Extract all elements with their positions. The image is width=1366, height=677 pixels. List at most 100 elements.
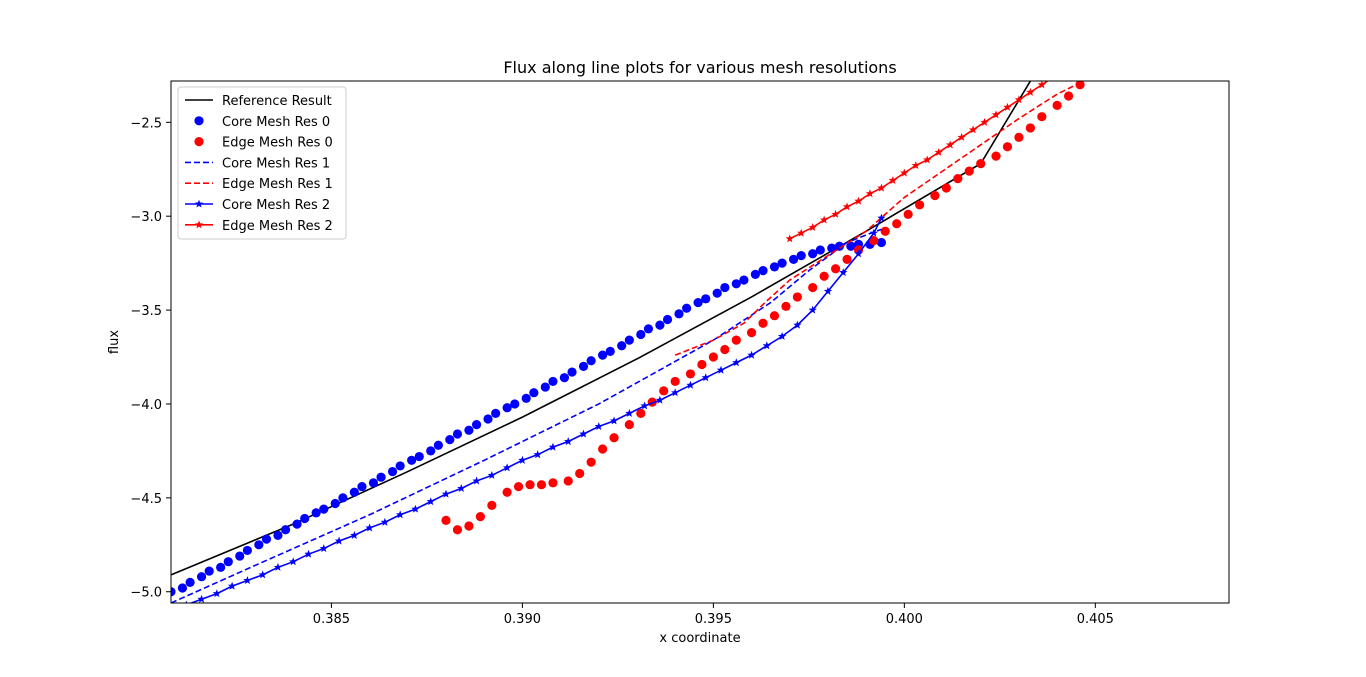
data-point — [808, 305, 817, 314]
data-point — [338, 493, 348, 503]
data-point — [441, 489, 451, 498]
data-point — [957, 132, 966, 141]
data-point — [701, 373, 710, 382]
data-point — [235, 551, 245, 561]
legend-label: Reference Result — [222, 94, 332, 109]
y-tick-label: −4.5 — [130, 492, 162, 507]
data-point — [655, 395, 665, 404]
data-point — [579, 429, 588, 438]
data-point — [533, 450, 542, 459]
data-point — [475, 512, 485, 522]
data-point — [823, 286, 833, 295]
data-point — [1075, 81, 1085, 90]
data-point — [452, 525, 463, 535]
data-point — [414, 451, 424, 462]
data-point — [242, 545, 252, 556]
data-point — [357, 481, 367, 492]
data-point — [594, 422, 603, 431]
data-point — [368, 478, 379, 488]
data-point — [869, 236, 879, 246]
data-point — [598, 444, 608, 454]
data-point — [387, 466, 398, 477]
data-point — [197, 594, 206, 603]
x-axis: 0.385 0.390 0.395 0.400 0.405 — [313, 603, 1114, 627]
data-point — [502, 463, 512, 472]
data-point — [196, 572, 207, 582]
legend-marker — [194, 116, 204, 126]
data-point — [525, 480, 535, 490]
y-tick-label: −2.5 — [130, 116, 162, 131]
data-point — [834, 241, 845, 251]
data-point — [769, 311, 780, 321]
data-point — [273, 530, 283, 541]
data-point — [777, 258, 787, 268]
data-point — [808, 282, 818, 293]
data-point — [567, 367, 577, 377]
x-axis-label: x coordinate — [659, 631, 740, 646]
data-point — [521, 393, 531, 403]
data-point — [548, 442, 558, 451]
data-point — [171, 587, 176, 597]
data-point — [433, 440, 443, 450]
data-point — [624, 420, 634, 430]
data-point — [540, 382, 550, 392]
data-point — [670, 388, 680, 397]
data-point — [502, 403, 512, 413]
data-point — [968, 125, 978, 134]
series-layer — [171, 81, 1086, 603]
series-edge-mesh-res-0 — [441, 81, 1085, 535]
data-point — [682, 303, 692, 313]
data-point — [185, 600, 188, 603]
data-point — [797, 228, 806, 237]
legend-entry: Reference Result — [185, 94, 332, 109]
data-point — [487, 500, 497, 510]
data-point — [575, 468, 585, 479]
data-point — [731, 335, 741, 345]
data-point — [452, 429, 463, 439]
data-point — [578, 361, 589, 372]
legend-label: Edge Mesh Res 0 — [222, 136, 333, 151]
data-point — [334, 536, 344, 545]
data-point — [877, 213, 886, 222]
series-line-core-mesh-res-2 — [189, 217, 883, 603]
data-point — [319, 544, 328, 553]
data-point — [877, 183, 886, 192]
data-point — [888, 176, 898, 185]
data-point — [686, 380, 695, 389]
data-point — [911, 161, 920, 170]
data-point — [223, 557, 233, 567]
data-point — [395, 461, 405, 471]
data-point — [563, 476, 573, 486]
legend-label: Edge Mesh Res 2 — [222, 219, 333, 234]
legend-entry: Core Mesh Res 1 — [185, 156, 330, 171]
data-point — [793, 320, 802, 329]
data-point — [457, 484, 466, 493]
x-tick-label: 0.405 — [1077, 612, 1114, 627]
data-point — [674, 309, 684, 319]
data-point — [991, 151, 1001, 161]
data-point — [670, 376, 680, 387]
data-point — [716, 365, 726, 374]
data-point — [1037, 81, 1047, 89]
data-point — [792, 292, 803, 302]
data-point — [808, 249, 818, 259]
data-point — [643, 324, 654, 334]
data-point — [411, 504, 420, 513]
data-point — [980, 117, 989, 126]
data-point — [701, 294, 711, 304]
data-point — [842, 254, 852, 264]
data-point — [609, 433, 619, 443]
x-tick-label: 0.400 — [886, 612, 923, 627]
data-point — [941, 183, 951, 193]
data-point — [991, 110, 1001, 119]
data-point — [502, 487, 512, 497]
data-point — [518, 455, 527, 464]
data-point — [739, 275, 749, 285]
data-point — [273, 562, 283, 571]
data-point — [319, 504, 329, 514]
data-point — [827, 243, 837, 253]
data-point — [964, 166, 974, 176]
data-point — [892, 219, 902, 229]
data-point — [758, 266, 768, 276]
